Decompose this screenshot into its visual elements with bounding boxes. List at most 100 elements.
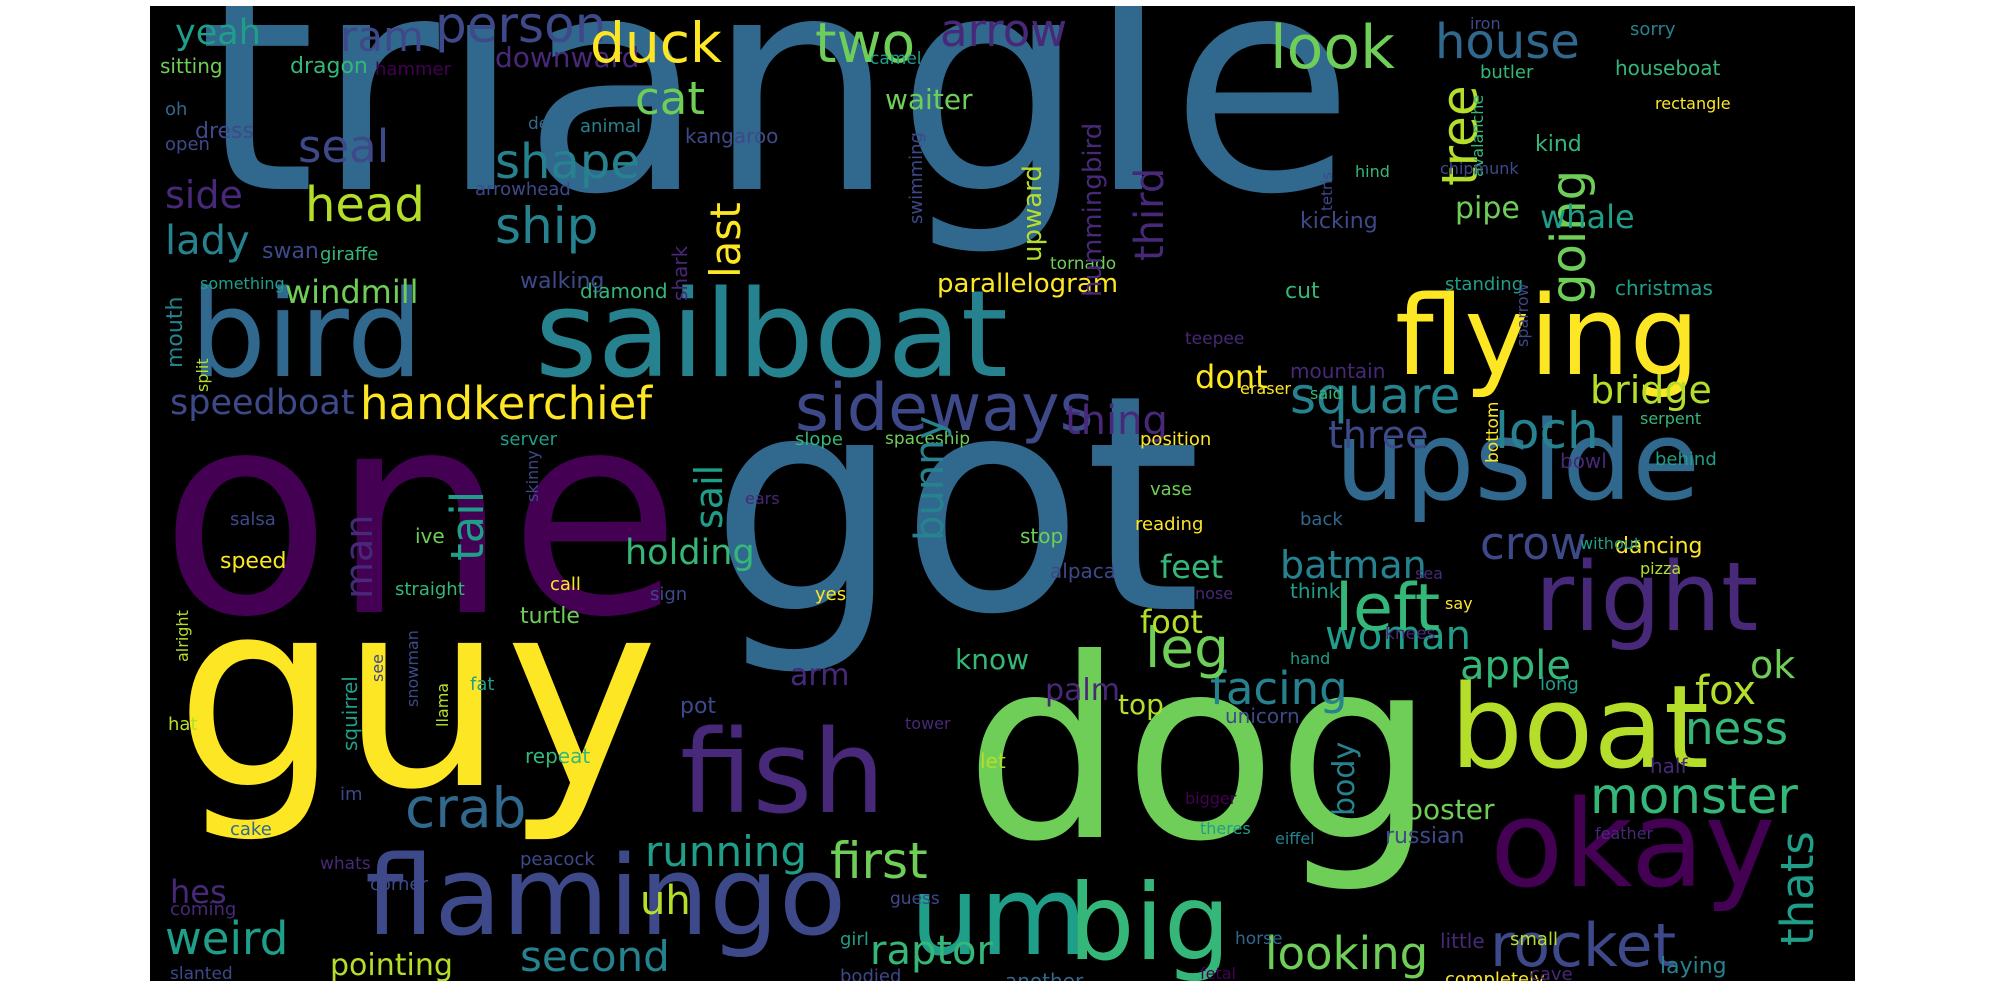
word-shape: shape — [495, 134, 640, 190]
word-sideways: sideways — [795, 371, 1094, 446]
word-guy: guy — [175, 545, 659, 847]
word-leg: leg — [1145, 616, 1230, 680]
word-loch: loch — [1495, 402, 1599, 460]
word-sorry: sorry — [1630, 19, 1676, 40]
word-sign: sign — [650, 584, 688, 605]
word-side: side — [165, 173, 243, 217]
word-nose: nose — [1195, 584, 1234, 603]
word-square: square — [1290, 367, 1461, 425]
word-standing: standing — [1445, 274, 1524, 295]
word-ok: ok — [1750, 643, 1796, 687]
word-foot: foot — [1140, 603, 1203, 641]
word-split: split — [193, 358, 212, 392]
word-hat: hat — [168, 714, 198, 735]
word-speed: speed — [220, 549, 287, 574]
word-cat: cat — [635, 72, 705, 125]
word-tetris: tetris — [1318, 171, 1336, 211]
word-handkerchief: handkerchief — [360, 377, 653, 430]
word-first: first — [830, 832, 928, 890]
word-pointing: pointing — [330, 948, 453, 981]
word-body: body — [1327, 741, 1362, 816]
word-raptor: raptor — [870, 928, 993, 974]
word-open: open — [165, 134, 210, 155]
word-said: said — [1310, 384, 1343, 403]
word-butler: butler — [1480, 62, 1534, 83]
word-ive: ive — [415, 524, 445, 548]
word-batman: batman — [1280, 543, 1427, 587]
word-know: know — [955, 643, 1029, 676]
word-eiffel: eiffel — [1275, 829, 1315, 848]
word-facing: facing — [1210, 662, 1348, 715]
word-server: server — [500, 429, 557, 450]
word-feet: feet — [1160, 548, 1224, 586]
word-flamingo: flamingo — [365, 832, 847, 960]
word-houseboat: houseboat — [1615, 56, 1721, 80]
word-lady: lady — [165, 218, 250, 264]
word-hummingbird: hummingbird — [1078, 122, 1108, 297]
word-sail: sail — [687, 464, 731, 529]
word-straight: straight — [395, 579, 465, 600]
word-dragon: dragon — [290, 54, 368, 79]
word-ness: ness — [1685, 702, 1789, 755]
word-flying: flying — [1395, 272, 1700, 400]
word-hind: hind — [1355, 162, 1390, 181]
word-camel: camel — [870, 49, 922, 69]
word-repeat: repeat — [525, 744, 591, 768]
word-one: one — [160, 353, 682, 679]
word-got: got — [710, 331, 1202, 680]
word-stop: stop — [1020, 524, 1064, 548]
word-reading: reading — [1135, 514, 1204, 535]
word-waiter: waiter — [885, 83, 973, 116]
word-thats: thats — [1771, 831, 1824, 946]
word-turtle: turtle — [520, 604, 580, 629]
word-yes: yes — [815, 584, 847, 605]
word-position: position — [1140, 429, 1212, 450]
word-windmill: windmill — [285, 273, 419, 311]
word-crow: crow — [1480, 517, 1587, 570]
word-pot: pot — [680, 694, 717, 719]
word-little: little — [1440, 929, 1485, 953]
word-feather: feather — [1595, 824, 1654, 843]
word-spaceship: spaceship — [885, 429, 971, 449]
word-fat: fat — [470, 674, 495, 695]
word-rectangle: rectangle — [1655, 94, 1731, 113]
word-swan: swan — [262, 239, 319, 264]
word-chipmunk: chipmunk — [1440, 159, 1519, 178]
word-animal: animal — [580, 116, 642, 137]
word-arm: arm — [790, 658, 850, 693]
word-upside: upside — [1335, 397, 1700, 525]
word-bird: bird — [190, 266, 423, 405]
word-corner: corner — [370, 874, 428, 895]
word-pizza: pizza — [1640, 559, 1682, 578]
word-skinny: skinny — [523, 450, 542, 502]
word-sailboat: sailboat — [535, 266, 1008, 405]
word-left: left — [1335, 571, 1441, 646]
word-cave: cave — [1530, 964, 1573, 982]
word-completely: completely — [1445, 969, 1545, 982]
word-giraffe: giraffe — [320, 244, 379, 265]
word-another: another — [1005, 969, 1084, 981]
word-woman: woman — [1325, 613, 1472, 659]
word-think: think — [1290, 579, 1341, 603]
word-bodied: bodied — [840, 966, 902, 982]
word-rocket: rocket — [1490, 911, 1677, 981]
word-swimming: swimming — [906, 131, 927, 224]
word-holding: holding — [625, 533, 755, 573]
word-hes: hes — [170, 873, 227, 911]
word-palm: palm — [1045, 673, 1120, 708]
word-teepee: teepee — [1185, 329, 1245, 349]
word-top: top — [1118, 688, 1164, 721]
word-bunny: bunny — [907, 415, 953, 541]
word-small: small — [1510, 929, 1558, 950]
word-mouth: mouth — [163, 296, 188, 368]
word-dress: dress — [195, 119, 254, 144]
word-speedboat: speedboat — [170, 383, 355, 423]
word-duck: duck — [590, 11, 722, 75]
word-tail: tail — [441, 490, 494, 561]
word-yeah: yeah — [175, 13, 261, 53]
word-okay: okay — [1490, 776, 1776, 915]
word-desk: desk — [528, 114, 568, 134]
word-look: look — [1270, 13, 1395, 83]
word-boat: boat — [1450, 661, 1709, 795]
word-eraser: eraser — [1240, 379, 1291, 398]
